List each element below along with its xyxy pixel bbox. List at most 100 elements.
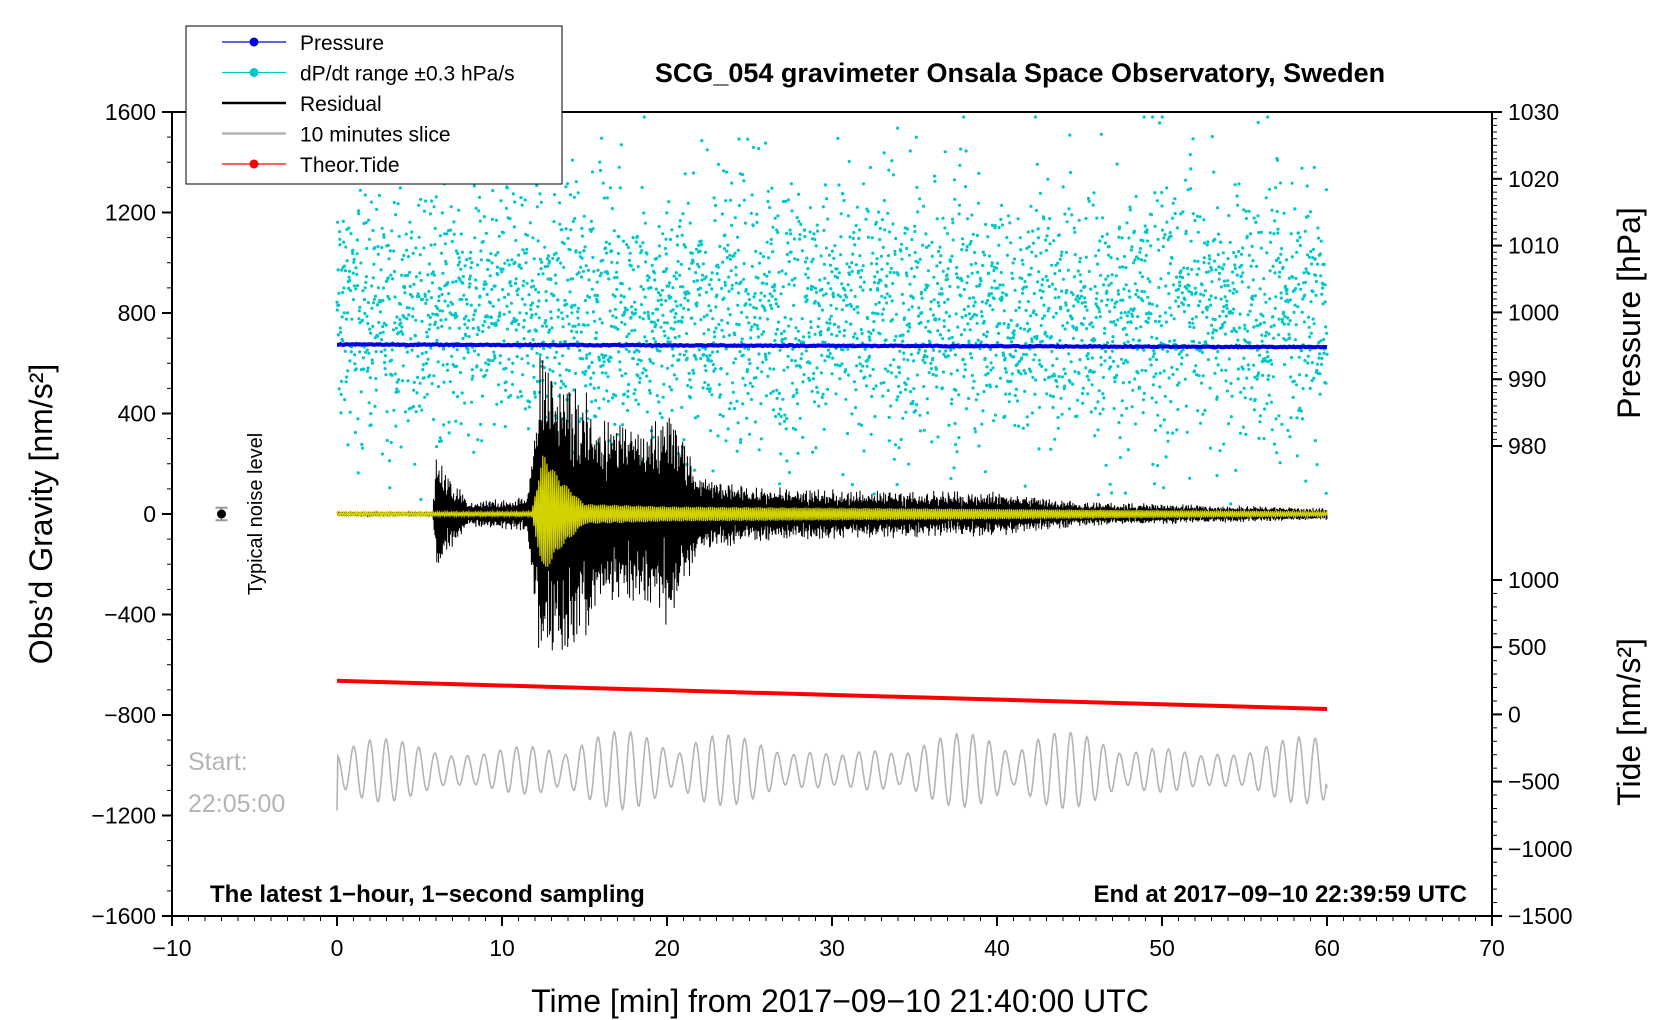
dpdt-point <box>1268 269 1272 273</box>
dpdt-point <box>778 348 782 352</box>
dpdt-point <box>849 304 854 308</box>
dpdt-point <box>405 317 409 321</box>
dpdt-point <box>899 249 903 253</box>
dpdt-point <box>642 211 646 215</box>
dpdt-point <box>1056 415 1060 420</box>
dpdt-point <box>833 244 837 248</box>
dpdt-point <box>1048 394 1053 398</box>
dpdt-point <box>1272 442 1277 446</box>
dpdt-point <box>630 305 634 309</box>
dpdt-point <box>1239 390 1243 394</box>
dpdt-point <box>641 287 646 291</box>
dpdt-point <box>1220 325 1224 329</box>
dpdt-point <box>956 325 960 329</box>
dpdt-point <box>964 407 969 411</box>
dpdt-point <box>806 276 810 280</box>
dpdt-point <box>479 368 483 372</box>
dpdt-point <box>1073 253 1077 257</box>
dpdt-point <box>1322 351 1326 355</box>
dpdt-point <box>1086 196 1091 201</box>
dpdt-point <box>792 303 796 307</box>
dpdt-point <box>755 212 759 216</box>
dpdt-point <box>1263 356 1267 361</box>
dpdt-point <box>1248 232 1253 236</box>
dpdt-point <box>377 193 381 198</box>
dpdt-point <box>1168 339 1172 343</box>
dpdt-point <box>749 328 753 332</box>
dpdt-point <box>639 359 643 363</box>
dpdt-point <box>1179 350 1183 354</box>
dpdt-point <box>477 209 481 213</box>
dpdt-point <box>1018 236 1022 240</box>
dpdt-point <box>814 286 818 290</box>
dpdt-point <box>438 234 442 238</box>
dpdt-point <box>839 212 843 216</box>
dpdt-point <box>411 251 415 255</box>
dpdt-point <box>341 339 345 343</box>
dpdt-point <box>337 303 341 307</box>
dpdt-point <box>846 214 851 218</box>
dpdt-point <box>1193 259 1197 263</box>
dpdt-point <box>640 185 644 190</box>
dpdt-point <box>1125 314 1129 318</box>
dpdt-point <box>523 198 527 202</box>
dpdt-point <box>499 199 503 203</box>
dpdt-point <box>1160 190 1164 195</box>
dpdt-point <box>449 205 453 209</box>
dpdt-point <box>1060 250 1064 254</box>
dpdt-point <box>1010 271 1014 275</box>
dpdt-point <box>869 331 873 335</box>
dpdt-point <box>705 313 709 317</box>
dpdt-point <box>465 302 469 306</box>
dpdt-point <box>1098 315 1102 319</box>
dpdt-point <box>1146 295 1150 299</box>
dpdt-point <box>426 313 430 317</box>
dpdt-point <box>680 233 684 237</box>
dpdt-point <box>897 446 901 450</box>
dpdt-point <box>647 388 652 392</box>
dpdt-point <box>1017 306 1021 310</box>
dpdt-point <box>1292 379 1296 383</box>
dpdt-point <box>938 333 943 337</box>
dpdt-point <box>1072 275 1077 279</box>
dpdt-point <box>628 287 632 291</box>
dpdt-point <box>532 257 536 261</box>
dpdt-point <box>847 159 851 164</box>
dpdt-point <box>338 243 342 247</box>
dpdt-point <box>994 266 999 270</box>
dpdt-point <box>1108 309 1112 314</box>
dpdt-point <box>1134 194 1138 199</box>
dpdt-point <box>750 264 755 268</box>
dpdt-point <box>1094 315 1098 320</box>
dpdt-point <box>1142 348 1146 352</box>
dpdt-point <box>1237 326 1242 330</box>
dpdt-point <box>1256 371 1261 375</box>
dpdt-point <box>516 287 520 291</box>
dpdt-point <box>407 313 411 317</box>
dpdt-point <box>1096 493 1100 497</box>
dpdt-point <box>1176 383 1180 387</box>
dpdt-point <box>897 371 902 375</box>
dpdt-point <box>1235 273 1239 277</box>
dpdt-point <box>606 399 611 403</box>
dpdt-point <box>1032 291 1036 296</box>
dpdt-point <box>384 373 388 377</box>
dpdt-point <box>492 350 496 354</box>
dpdt-point <box>494 218 499 222</box>
dpdt-point <box>710 350 715 354</box>
dpdt-point <box>582 214 586 218</box>
dpdt-point <box>1297 355 1301 359</box>
dpdt-point <box>429 243 433 247</box>
dpdt-point <box>981 409 985 413</box>
dpdt-point <box>1151 383 1155 387</box>
dpdt-point <box>481 240 485 244</box>
dpdt-point <box>357 212 361 216</box>
dpdt-point <box>984 301 988 305</box>
dpdt-point <box>1184 178 1188 182</box>
dpdt-point <box>1207 254 1211 258</box>
dpdt-point <box>1038 288 1042 292</box>
legend-label: Residual <box>300 93 382 116</box>
dpdt-point <box>786 354 790 358</box>
dpdt-point <box>1158 385 1162 389</box>
dpdt-point <box>505 186 509 190</box>
